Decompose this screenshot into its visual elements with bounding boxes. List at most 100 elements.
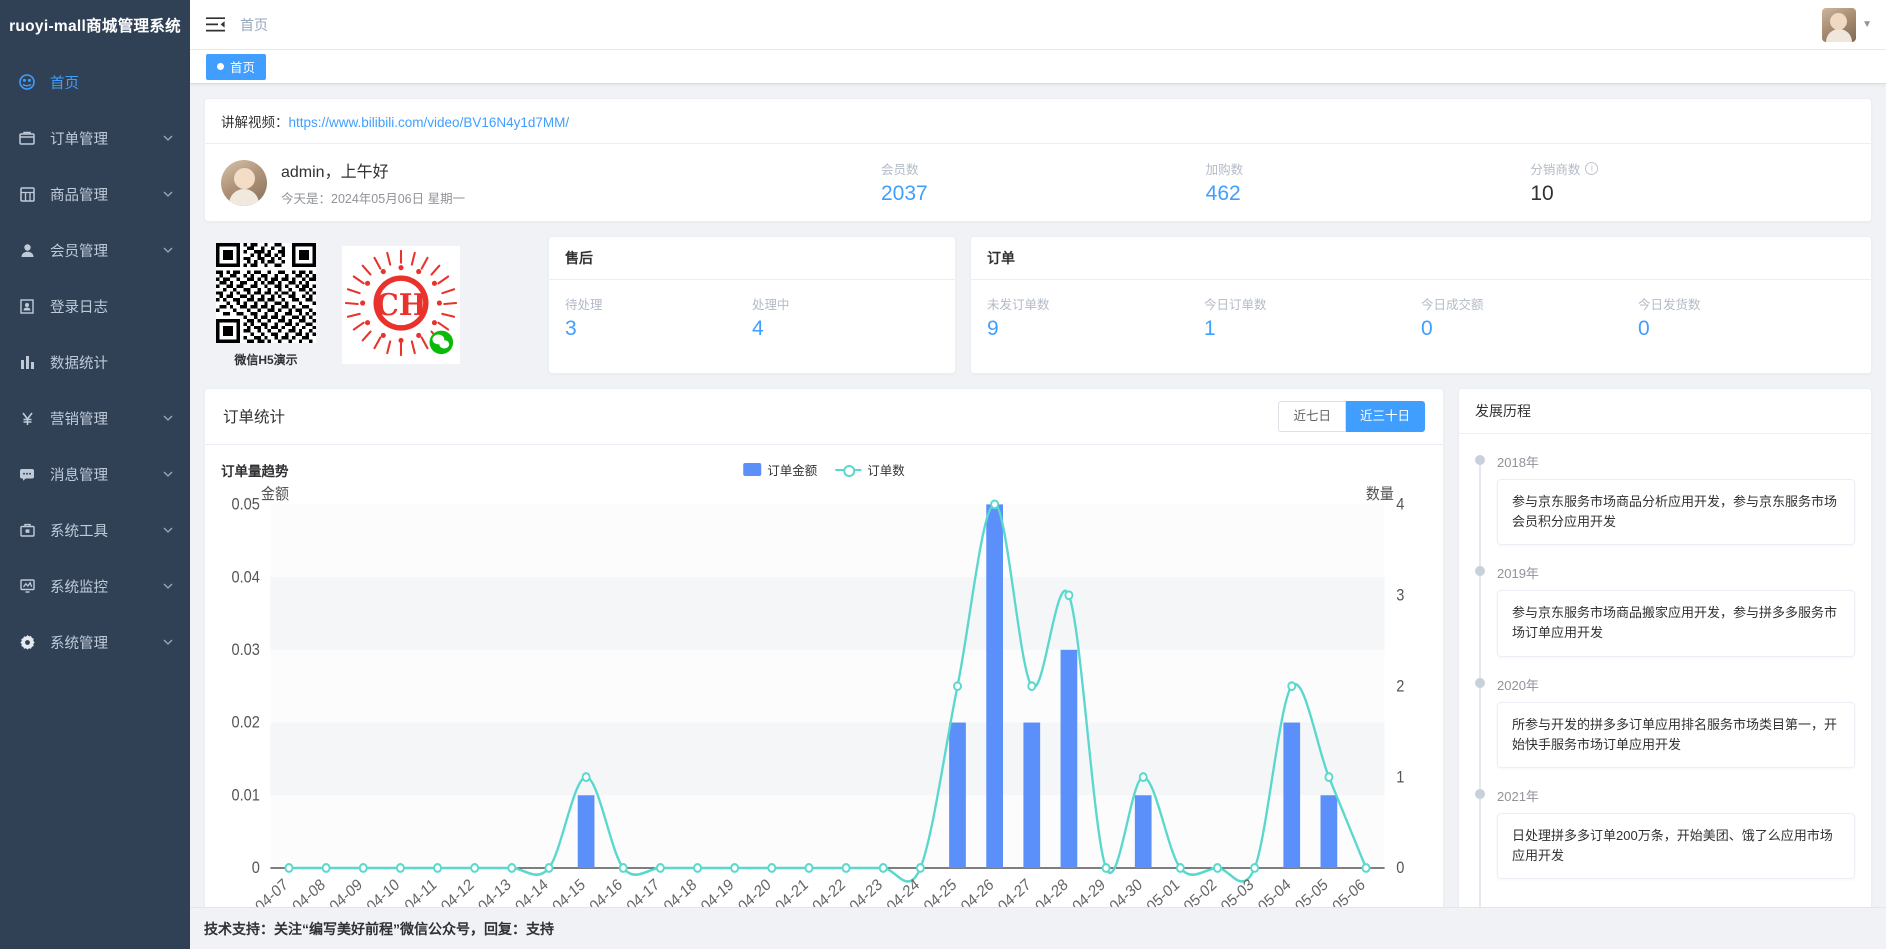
sidebar-item-label: 商品管理 [50,187,108,204]
svg-text:4: 4 [1396,495,1405,513]
user-icon [16,239,38,261]
chart-icon [16,351,38,373]
avatar[interactable] [221,159,267,206]
sidebar-item-login-log[interactable]: 登录日志 [0,278,190,334]
sidebar-item-system[interactable]: 系统管理 [0,614,190,670]
sidebar-item-orders[interactable]: 订单管理 [0,110,190,166]
dashboard-icon [16,71,38,93]
range-last-7-days[interactable]: 近七日 [1278,401,1346,432]
chart-subtitle: 订单量趋势 [221,463,289,479]
tag-dot-icon [217,63,224,70]
sidebar-item-home[interactable]: 首页 [0,54,190,110]
sidebar-item-tools[interactable]: 系统工具 [0,502,190,558]
qr-h5-block: 微信H5演示 [216,242,316,368]
stat-cart: 加购数 462 [1206,159,1531,206]
legend-item-count[interactable]: 订单数 [835,460,905,479]
sidebar-item-marketing[interactable]: 营销管理 [0,390,190,446]
date-line: 今天是：2024年05月06日 星期一 [281,192,466,206]
yen-icon [16,407,38,429]
sidebar-item-monitor[interactable]: 系统监控 [0,558,190,614]
range-last-30-days[interactable]: 近三十日 [1345,401,1425,432]
log-icon [16,295,38,317]
timeline-text: 日处理拼多多订单200万条，开始美团、饿了么应用市场应用开发 [1497,812,1855,880]
stat-label: 今日成交额 [1421,298,1484,312]
stat-value: 9 [987,317,999,340]
sidebar-item-label: 首页 [50,75,79,92]
svg-text:0.04: 0.04 [232,568,261,586]
svg-text:0: 0 [252,859,260,877]
chart-plot-area[interactable]: 金额 数量 0 0.01 0.02 0.03 0.04 0.05 0 1 2 3 4 04-07 04-08… [205,481,1443,949]
video-link[interactable]: https://www.bilibili.com/video/BV16N4y1d… [288,115,570,130]
user-block: admin，上午好 今天是：2024年05月06日 星期一 [221,158,881,207]
stat-value: 1 [1204,317,1216,340]
svg-text:0.05: 0.05 [232,495,260,513]
sidebar-item-goods[interactable]: 商品管理 [0,166,190,222]
caret-down-icon[interactable]: ▼ [1862,19,1872,30]
order-card-title: 订单 [971,237,1871,280]
breadcrumb[interactable]: 首页 [240,16,268,33]
after-sale-title: 售后 [549,237,955,280]
tool-icon [16,519,38,541]
sidebar-item-messages[interactable]: 消息管理 [0,446,190,502]
navbar-right: ▼ [1822,7,1872,42]
tags-view: 首页 [190,50,1886,84]
chevron-down-icon [162,468,174,480]
avatar[interactable] [1822,7,1857,42]
legend-label: 订单数 [867,464,905,478]
navbar: 首页 ▼ [190,0,1886,50]
info-icon[interactable]: i [1585,162,1599,175]
message-icon [16,463,38,485]
svg-text:0.02: 0.02 [232,714,260,732]
welcome-row: admin，上午好 今天是：2024年05月06日 星期一 会员数 2037 加… [205,144,1871,221]
stat-label: 今日发货数 [1638,298,1701,312]
timeline-entry: 2019年 参与京东服务市场商品搬家应用开发，参与拼多多服务市场订单应用开发 [1475,563,1855,674]
sidebar-item-label: 登录日志 [50,299,108,316]
stat-label: 会员数 [881,159,1206,178]
sidebar-item-label: 系统工具 [50,523,108,540]
timeline-year: 2021年 [1497,788,1539,804]
chart-legend: 订单金额 订单数 [743,460,905,479]
tag-item-home[interactable]: 首页 [206,53,267,80]
greeting: admin，上午好 [281,164,389,181]
sidebar-item-label: 数据统计 [50,355,108,372]
tag-label: 首页 [230,61,256,75]
stat-label: 分销商数 i [1530,159,1855,178]
stat-label: 待处理 [565,298,603,312]
timeline-text: 所参与开发的拼多多订单应用排名服务市场类目第一，开始快手服务市场订单应用开发 [1497,701,1855,768]
sidebar-item-statistics[interactable]: 数据统计 [0,334,190,390]
timeline-dot-icon [1475,455,1485,465]
stat-label: 加购数 [1206,159,1531,178]
stat-members: 会员数 2037 [881,159,1206,206]
stat-label-text: 会员数 [881,163,919,177]
goods-icon [16,183,38,205]
svg-text:0.03: 0.03 [232,641,260,659]
line-swatch-icon [835,464,862,477]
stat-pending: 待处理 3 [565,294,752,359]
chevron-down-icon [162,412,174,424]
timeline-dot-icon [1475,566,1485,577]
svg-text:0.01: 0.01 [232,786,260,804]
legend-label: 订单金额 [767,464,818,478]
after-sale-card: 售后 待处理 3 处理中 4 [548,236,956,374]
order-card: 订单 未发订单数 9 今日订单数 1 今日成交额 0 [970,236,1872,374]
sidebar-item-members[interactable]: 会员管理 [0,222,190,278]
svg-text:1: 1 [1396,768,1404,786]
stat-value: 2037 [881,182,928,205]
order-icon [16,127,38,149]
stat-label-text: 分销商数 [1530,163,1581,177]
timeline-text: 参与京东服务市场商品搬家应用开发，参与拼多多服务市场订单应用开发 [1497,590,1855,657]
sidebar-item-label: 会员管理 [50,243,108,260]
stat-label: 今日订单数 [1204,298,1267,312]
hamburger-icon[interactable] [204,14,226,36]
stat-value: 0 [1638,317,1650,340]
stat-processing: 处理中 4 [752,294,939,359]
timeline-title: 发展历程 [1459,389,1871,434]
chevron-down-icon [162,132,174,144]
svg-text:数量: 数量 [1366,485,1394,503]
legend-item-amount[interactable]: 订单金额 [743,460,817,479]
stat-value: 0 [1421,317,1433,340]
qr-wechat-block: CH [342,246,460,364]
stat-distributors: 分销商数 i 10 [1530,159,1855,206]
timeline-dot-icon [1475,677,1485,688]
chevron-down-icon [162,524,174,536]
